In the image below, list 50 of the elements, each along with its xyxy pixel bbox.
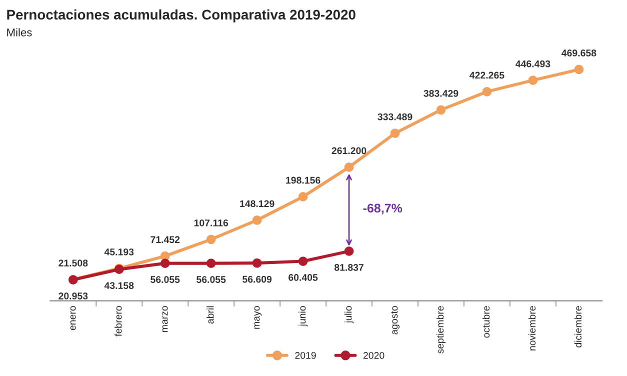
point xyxy=(344,162,354,172)
annotation: -68,7% xyxy=(363,204,402,214)
data-label: 107.116 xyxy=(194,219,228,226)
x-tick-label: marzo xyxy=(162,306,168,332)
point xyxy=(574,64,584,74)
point xyxy=(160,258,170,268)
x-tick-label: diciembre xyxy=(574,306,582,348)
x-tick-label: febrero xyxy=(114,306,122,336)
legend-label: 2019 xyxy=(295,352,316,359)
x-tick-label: enero xyxy=(70,306,76,330)
point xyxy=(206,234,216,244)
data-label: 261.200 xyxy=(332,147,366,154)
point xyxy=(206,258,216,268)
data-label: 446.493 xyxy=(516,60,550,68)
point xyxy=(344,246,354,256)
data-label: 71.452 xyxy=(150,236,180,244)
data-label: 148.129 xyxy=(240,200,274,208)
x-tick-label: noviembre xyxy=(528,306,536,350)
point xyxy=(252,215,262,225)
data-label: 21.508 xyxy=(58,260,88,266)
x-tick-label: junio xyxy=(298,306,308,326)
data-label: 56.609 xyxy=(242,276,272,283)
x-tick-label: agosto xyxy=(391,306,400,334)
data-label: 45.193 xyxy=(104,248,134,256)
data-label: 383.429 xyxy=(424,90,458,97)
x-tick-label: septiembre xyxy=(436,306,446,354)
point xyxy=(390,128,400,138)
data-label: 198.156 xyxy=(286,176,320,184)
data-label: 422.265 xyxy=(470,72,504,79)
point xyxy=(298,256,308,266)
point xyxy=(436,105,446,115)
x-tick-label: mayo xyxy=(254,306,262,329)
chart-subtitle: Miles xyxy=(7,28,32,36)
data-label: 333.489 xyxy=(378,113,412,120)
chart-title: Pernoctaciones acumuladas. Comparativa 2019-2020 xyxy=(7,9,356,22)
x-tick-label: octubre xyxy=(482,306,490,338)
point xyxy=(528,76,538,86)
data-label: 469.658 xyxy=(562,50,596,56)
point xyxy=(298,192,308,202)
data-label: 56.055 xyxy=(150,276,180,283)
x-tick-label: julio xyxy=(344,306,354,324)
data-label: 20.953 xyxy=(58,292,88,300)
data-label: 43.158 xyxy=(104,282,134,290)
data-label: 60.405 xyxy=(288,274,318,281)
x-tick-label: abril xyxy=(206,306,214,324)
point xyxy=(482,86,492,96)
data-label: 56.055 xyxy=(196,276,226,283)
point xyxy=(252,258,262,268)
legend-label: 2020 xyxy=(363,352,384,359)
data-label: 81.837 xyxy=(334,264,364,271)
